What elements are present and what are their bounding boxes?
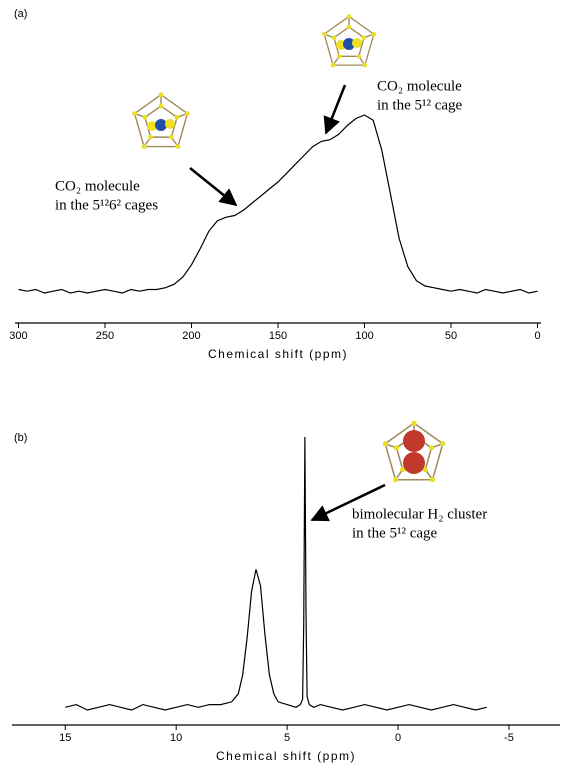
annotation: in the 5¹² cage xyxy=(377,97,463,113)
arrow xyxy=(323,84,347,135)
x-tick-label: 150 xyxy=(269,330,287,342)
x-axis-label: Chemical shift (ppm) xyxy=(208,347,348,361)
cage-icon xyxy=(321,13,377,69)
panel-label: (a) xyxy=(14,8,27,20)
x-tick-label: 5 xyxy=(284,732,290,744)
x-tick-label: -5 xyxy=(504,732,514,744)
annotation: CO₂ molecule xyxy=(377,78,462,94)
spectrum-line xyxy=(65,436,487,711)
x-tick-label: 100 xyxy=(355,330,373,342)
arrow xyxy=(189,167,238,207)
cage-icon xyxy=(131,91,191,150)
x-tick-label: 200 xyxy=(182,330,200,342)
annotation: CO₂ molecule xyxy=(55,178,140,194)
x-tick-label: 15 xyxy=(59,732,71,744)
x-tick-label: 10 xyxy=(170,732,182,744)
annotation: in the 5¹² cage xyxy=(352,525,438,541)
x-tick-label: 0 xyxy=(395,732,401,744)
cage-icon xyxy=(381,419,447,484)
annotation: in the 5¹²6² cages xyxy=(55,197,158,213)
x-tick-label: 50 xyxy=(445,330,457,342)
x-tick-label: 0 xyxy=(534,330,540,342)
x-tick-label: 300 xyxy=(9,330,27,342)
annotation: bimolecular H₂ cluster xyxy=(352,506,487,522)
arrow xyxy=(310,483,386,522)
spectrum-line xyxy=(18,114,538,294)
x-axis-label: Chemical shift (ppm) xyxy=(216,749,356,763)
panel-label: (b) xyxy=(14,432,27,444)
x-tick-label: 250 xyxy=(96,330,114,342)
